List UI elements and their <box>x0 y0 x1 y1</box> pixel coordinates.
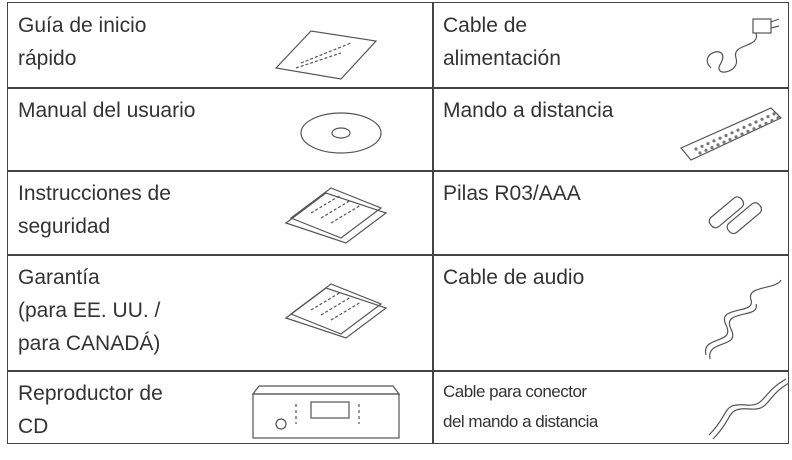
text-line: Guía de inicio <box>18 14 147 37</box>
cell-text: Cable de audio <box>443 261 584 294</box>
text-line: para CANADÁ) <box>18 332 161 355</box>
cell-text: Cable de alimentación <box>443 9 561 75</box>
table-cell: Cable de alimentación <box>432 2 789 89</box>
text-line: Mando a distancia <box>443 99 614 122</box>
item-icon <box>676 103 786 168</box>
text-line: Cable para conector <box>443 382 587 401</box>
table-cell: Pilas R03/AAA <box>432 170 789 256</box>
item-icon <box>696 275 786 370</box>
text-line: CD <box>18 415 49 438</box>
table-cell: Instrucciones de seguridad <box>7 170 434 256</box>
text-line: alimentación <box>443 47 561 70</box>
item-icon <box>296 108 386 163</box>
cell-text: Instrucciones de seguridad <box>18 177 171 243</box>
text-line: Cable de <box>443 14 528 37</box>
table-cell: Guía de inicio rápido <box>7 2 434 89</box>
table-cell: Cable para conector del mando a distancia <box>432 370 790 444</box>
table-cell: Garantía (para EE. UU. / para CANADÁ) <box>7 254 434 372</box>
text-line: (para EE. UU. / <box>18 299 161 322</box>
text-line: del mando a distancia <box>443 412 598 431</box>
cell-text: Garantía (para EE. UU. / para CANADÁ) <box>18 261 160 360</box>
cell-text: Manual del usuario <box>18 94 195 127</box>
table-cell: Manual del usuario <box>7 87 434 172</box>
text-line: rápido <box>18 47 77 70</box>
item-icon <box>706 181 766 256</box>
item-icon <box>271 23 381 88</box>
item-icon <box>701 13 781 88</box>
cell-text: Mando a distancia <box>443 94 613 127</box>
text-line: Manual del usuario <box>18 99 196 122</box>
text-line: Reproductor de <box>18 382 163 405</box>
text-line: seguridad <box>18 215 111 238</box>
text-line: Instrucciones de <box>18 182 171 205</box>
table-cell: Reproductor de CD <box>7 370 434 444</box>
table-cell: Cable de audio <box>432 254 789 372</box>
item-icon <box>251 376 401 451</box>
item-icon <box>281 183 391 253</box>
cell-text: Pilas R03/AAA <box>443 177 581 210</box>
text-line: Pilas R03/AAA <box>443 182 581 205</box>
cell-text: Reproductor de CD <box>18 377 163 443</box>
item-icon <box>281 280 391 350</box>
item-icon <box>701 373 791 448</box>
text-line: Garantía <box>18 266 100 289</box>
text-line: Cable de audio <box>443 266 585 289</box>
cell-text: Cable para conector del mando a distancia <box>443 377 598 437</box>
cell-text: Guía de inicio rápido <box>18 9 146 75</box>
table-cell: Mando a distancia <box>432 87 789 172</box>
